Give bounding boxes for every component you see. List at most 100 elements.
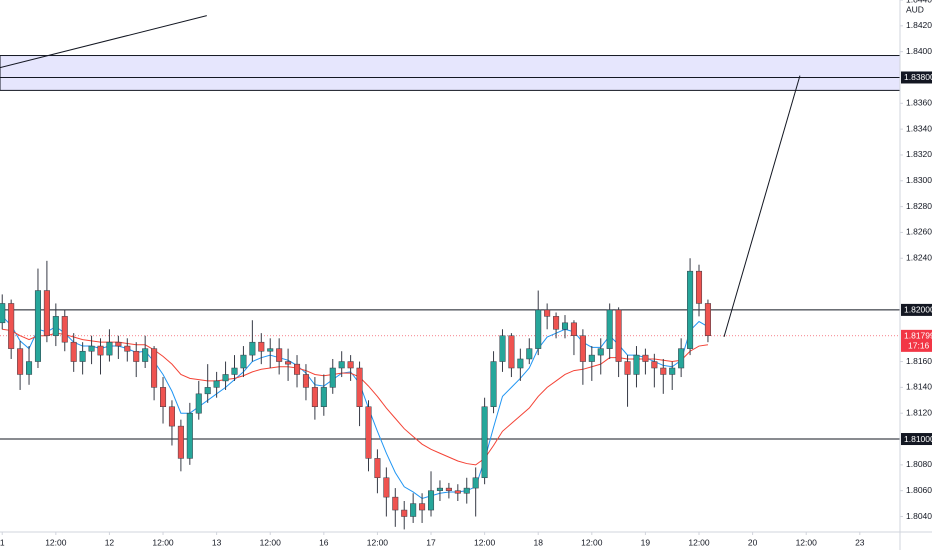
x-tick-label: 12:00 [688, 537, 710, 547]
y-tick-label: 1.81400 [906, 382, 932, 392]
x-tick-label: 12:00 [152, 537, 174, 547]
y-tick-label: 1.83400 [906, 123, 932, 133]
candle-body [43, 290, 50, 336]
level-label-box [901, 71, 932, 84]
candle-body [374, 458, 381, 479]
candle-body [633, 354, 640, 375]
candle-body [517, 358, 524, 369]
candle-body [320, 387, 327, 407]
y-tick-label: 1.83200 [906, 149, 932, 159]
x-tick-label: 12:00 [45, 537, 67, 547]
x-tick-label: 12:00 [367, 537, 389, 547]
x-tick-label: 12:00 [474, 537, 496, 547]
candle-body [669, 367, 676, 375]
candle-body [419, 503, 426, 511]
candle-body [704, 303, 711, 336]
x-tick-label: 1 [0, 537, 5, 547]
candle-body [660, 367, 667, 375]
candle-body [401, 509, 408, 517]
supply-zone [0, 55, 900, 91]
candle-body [285, 361, 292, 365]
candle-body [133, 350, 140, 362]
candle-body [26, 361, 33, 375]
candle-body [410, 503, 417, 517]
candle-body [311, 387, 318, 407]
y-tick-label: 1.81600 [906, 356, 932, 366]
candle-body [481, 406, 488, 479]
candle-body [70, 341, 77, 362]
y-tick-label: 1.80800 [906, 459, 932, 469]
candle-body [570, 322, 577, 336]
candle-body [61, 316, 68, 343]
level-label: 1.81000 [904, 434, 932, 444]
moving-average [1, 316, 709, 499]
candle-body [267, 348, 274, 352]
plot-area [0, 15, 900, 530]
candle-body [624, 361, 631, 375]
x-tick-label: 17 [426, 537, 436, 547]
x-tick-label: 18 [533, 537, 543, 547]
candle-body [535, 309, 542, 349]
level-label: 1.82000 [904, 305, 932, 315]
candle-body [383, 477, 390, 498]
y-tick-label: 1.83600 [906, 98, 932, 108]
candle-body [329, 367, 336, 388]
candle-body [427, 490, 435, 511]
y-tick-label: 1.82600 [906, 227, 932, 237]
candle-body [508, 335, 515, 369]
candle-body [678, 348, 685, 369]
candle-body [445, 487, 452, 491]
x-tick-label: 19 [641, 537, 651, 547]
level-label: 1.83800 [904, 72, 932, 82]
x-tick-label: 12 [105, 537, 115, 547]
candle-body [160, 387, 167, 407]
candle-body [606, 309, 613, 349]
candle-body [106, 341, 113, 356]
candle-body [597, 348, 604, 356]
candle-body [687, 270, 694, 349]
candle-body [463, 487, 470, 494]
candle-body [8, 303, 15, 349]
y-tick-label: 1.81200 [906, 407, 932, 417]
candle-body [490, 361, 497, 407]
candle-body [553, 316, 560, 330]
candle-body [34, 290, 41, 362]
y-tick-label: 1.84200 [906, 20, 932, 30]
x-tick-label: 23 [855, 537, 865, 547]
candle-body [177, 425, 184, 459]
candle-body [222, 374, 229, 382]
level-label-box [901, 303, 932, 316]
candle-body [17, 348, 24, 375]
y-tick-label: 1.80400 [906, 511, 932, 521]
candle-body [392, 496, 399, 511]
candle-body [124, 345, 131, 352]
candle-body [186, 412, 193, 459]
level-label-box [901, 433, 932, 446]
candle-body [579, 335, 586, 362]
x-tick-label: 16 [319, 537, 329, 547]
x-tick-label: 12:00 [796, 537, 818, 547]
candle-body [52, 316, 59, 336]
currency-label: AUD [906, 4, 924, 14]
x-tick-label: 12:00 [260, 537, 282, 547]
candle-body [454, 490, 461, 494]
candle-body [588, 354, 595, 362]
candle-body [651, 361, 658, 369]
candle-body [79, 350, 86, 362]
candle-body [365, 406, 372, 459]
candle-body [204, 387, 211, 395]
candle-body [544, 309, 551, 317]
candle-body [97, 345, 104, 356]
y-tick-label: 1.80600 [906, 485, 932, 495]
candle-body [294, 363, 301, 375]
candle-body [0, 303, 6, 324]
y-tick-label: 1.82800 [906, 201, 932, 211]
x-tick-label: 12:00 [581, 537, 603, 547]
candle-body [642, 354, 649, 362]
candle-body [258, 341, 265, 352]
y-tick-label: 1.84000 [906, 46, 932, 56]
candle-body [472, 477, 479, 489]
candle-body [213, 380, 220, 388]
